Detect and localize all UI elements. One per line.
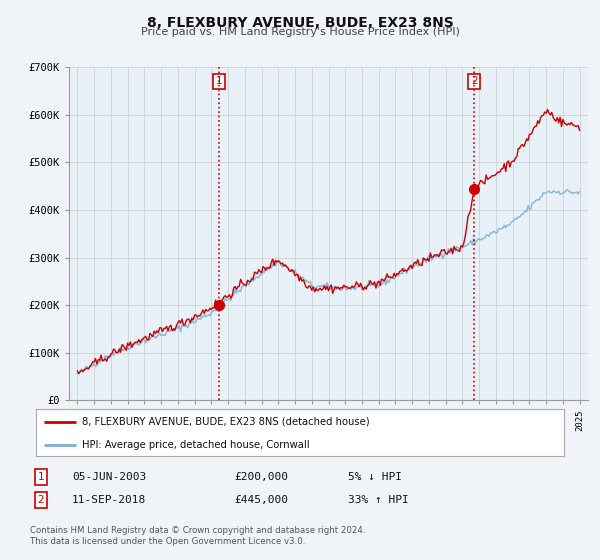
Text: £200,000: £200,000 — [234, 472, 288, 482]
Text: 8, FLEXBURY AVENUE, BUDE, EX23 8NS: 8, FLEXBURY AVENUE, BUDE, EX23 8NS — [146, 16, 454, 30]
Text: 5% ↓ HPI: 5% ↓ HPI — [348, 472, 402, 482]
Text: HPI: Average price, detached house, Cornwall: HPI: Average price, detached house, Corn… — [82, 441, 310, 450]
Text: 1: 1 — [37, 472, 44, 482]
Text: Price paid vs. HM Land Registry's House Price Index (HPI): Price paid vs. HM Land Registry's House … — [140, 27, 460, 37]
Text: 33% ↑ HPI: 33% ↑ HPI — [348, 495, 409, 505]
Text: 05-JUN-2003: 05-JUN-2003 — [72, 472, 146, 482]
Text: Contains HM Land Registry data © Crown copyright and database right 2024.: Contains HM Land Registry data © Crown c… — [30, 526, 365, 535]
Text: 2: 2 — [37, 495, 44, 505]
Text: 11-SEP-2018: 11-SEP-2018 — [72, 495, 146, 505]
Text: 2: 2 — [471, 77, 478, 86]
Text: This data is licensed under the Open Government Licence v3.0.: This data is licensed under the Open Gov… — [30, 537, 305, 546]
Text: 8, FLEXBURY AVENUE, BUDE, EX23 8NS (detached house): 8, FLEXBURY AVENUE, BUDE, EX23 8NS (deta… — [82, 417, 370, 427]
Text: 1: 1 — [215, 77, 222, 86]
Text: £445,000: £445,000 — [234, 495, 288, 505]
